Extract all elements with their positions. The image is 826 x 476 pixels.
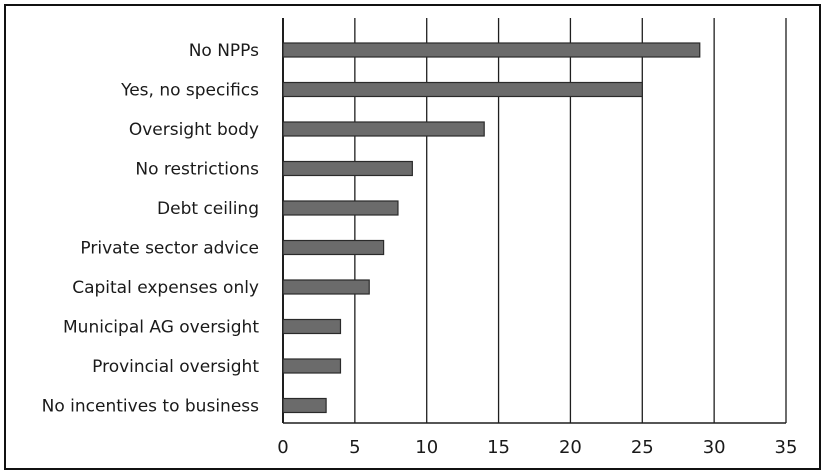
bar-5 xyxy=(282,239,385,256)
category-label-3: No restrictions xyxy=(135,160,259,180)
category-label-1: Yes, no specifics xyxy=(120,81,259,101)
bar-9 xyxy=(282,397,327,414)
category-label-5: Private sector advice xyxy=(80,239,259,259)
category-label-8: Provincial oversight xyxy=(92,357,259,377)
bar-4 xyxy=(282,200,399,216)
category-label-2: Oversight body xyxy=(129,120,259,140)
x-axis-tick-labels: 0 5 10 15 20 25 30 35 xyxy=(277,437,797,458)
bar-3 xyxy=(282,160,413,177)
x-tick-label-5: 5 xyxy=(349,437,360,458)
category-label-4: Debt ceiling xyxy=(157,199,259,219)
x-tick-label-25: 25 xyxy=(631,437,654,458)
bar-8 xyxy=(282,358,342,374)
category-label-7: Municipal AG oversight xyxy=(63,318,259,338)
x-tick-label-10: 10 xyxy=(415,437,438,458)
x-tick-label-35: 35 xyxy=(775,437,798,458)
bar-1 xyxy=(282,81,643,98)
category-labels: No NPPs Yes, no specifics Oversight body No… xyxy=(42,41,260,417)
bar-7 xyxy=(282,318,342,335)
x-tick-label-30: 30 xyxy=(703,437,726,458)
bar-0 xyxy=(282,42,701,58)
category-label-0: No NPPs xyxy=(189,41,259,61)
x-tick-label-15: 15 xyxy=(487,437,510,458)
category-label-9: No incentives to business xyxy=(42,397,259,417)
bar-2 xyxy=(282,121,485,137)
category-label-6: Capital expenses only xyxy=(72,278,259,298)
bars xyxy=(282,42,701,414)
x-tick-label-20: 20 xyxy=(559,437,582,458)
bar-6 xyxy=(282,279,370,295)
x-tick-label-0: 0 xyxy=(277,437,288,458)
